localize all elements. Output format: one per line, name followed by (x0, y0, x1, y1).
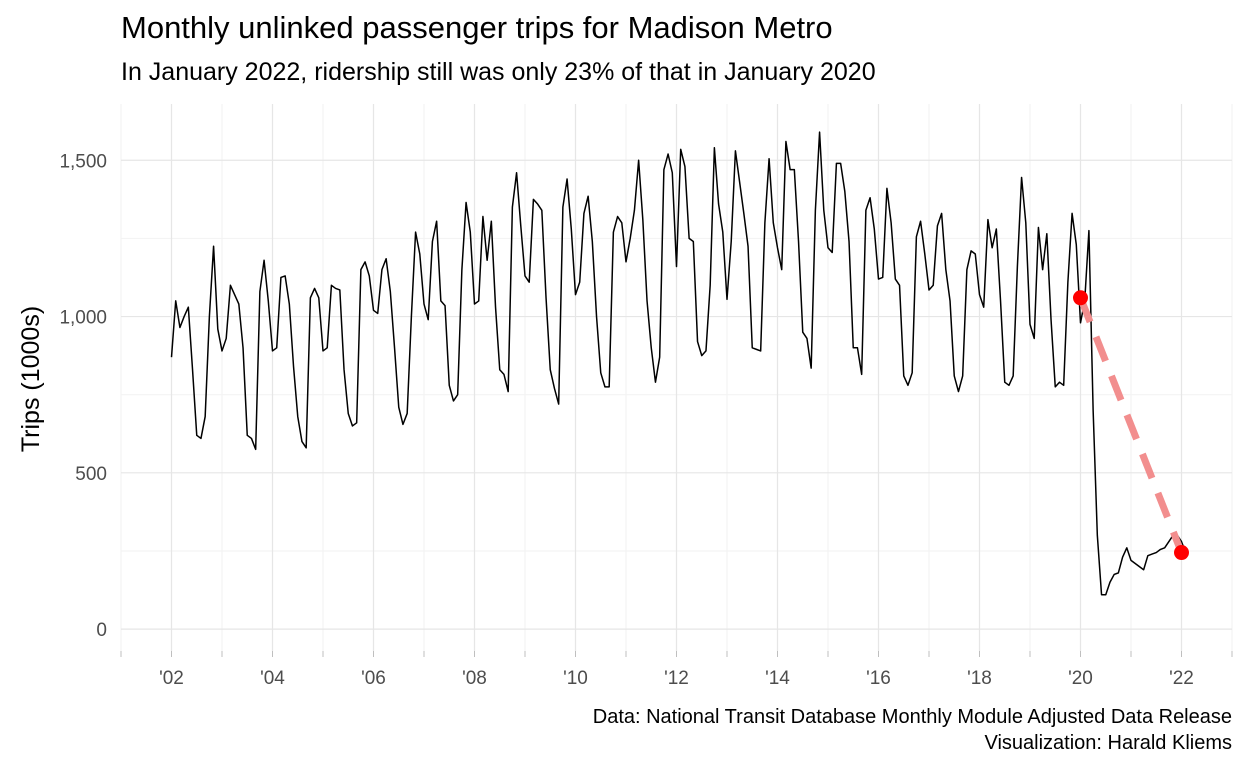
minor-gridlines (120, 104, 1233, 651)
x-axis-tick-marks (120, 651, 1233, 657)
x-tick-label: '06 (361, 668, 386, 689)
chart-title: Monthly unlinked passenger trips for Mad… (121, 10, 833, 45)
y-tick-label: 1,500 (59, 151, 107, 172)
ridership-series-line (170, 131, 1187, 596)
comparison-dashed-line (1077, 296, 1185, 554)
y-axis-tick-labels: 0 500 1,000 1,500 (59, 151, 107, 641)
y-tick-label: 500 (75, 464, 107, 485)
y-tick-label: 1,000 (59, 308, 107, 329)
x-tick-label: '16 (866, 668, 891, 689)
x-axis-tick-labels: '02 '04 '06 '08 '10 '12 '14 '16 '18 '20 '22 (159, 668, 1194, 689)
x-tick-label: '10 (563, 668, 588, 689)
x-tick-label: '12 (664, 668, 689, 689)
highlight-points (1073, 290, 1189, 561)
caption-author: Visualization: Harald Kliems (984, 732, 1232, 754)
x-tick-label: '02 (159, 668, 184, 689)
x-tick-label: '08 (462, 668, 487, 689)
y-axis-title: Trips (1000s) (17, 306, 45, 452)
x-tick-label: '04 (260, 668, 285, 689)
highlight-point (1073, 290, 1088, 306)
chart-caption: Data: National Transit Database Monthly … (593, 704, 1232, 756)
x-tick-label: '22 (1169, 668, 1194, 689)
chart-subtitle: In January 2022, ridership still was onl… (121, 58, 876, 86)
series-group (170, 131, 1187, 596)
caption-source: Data: National Transit Database Monthly … (592, 706, 1232, 728)
x-tick-label: '20 (1068, 668, 1093, 689)
x-tick-label: '14 (765, 668, 790, 689)
highlight-point (1174, 545, 1189, 561)
x-tick-label: '18 (967, 668, 992, 689)
major-gridlines (121, 104, 1232, 651)
y-tick-label: 0 (96, 620, 107, 641)
